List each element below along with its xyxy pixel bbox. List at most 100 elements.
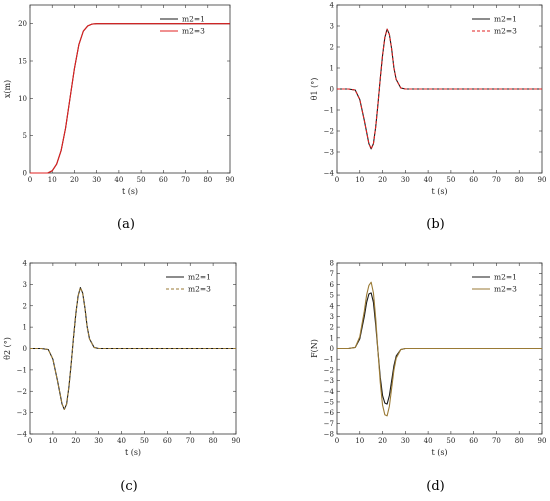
panel-label: (d) — [426, 479, 444, 494]
x-tick-label: 70 — [492, 176, 501, 184]
y-tick-label: 6 — [330, 281, 335, 289]
chart-panel-3: 0 10 20 30 40 50 60 70 80 90 −4 −3 −2 −1 0 1 2 3 4 t (s) θ2 … — [3, 260, 240, 495]
series-line-2 — [30, 23, 230, 174]
y-tick-label: 4 — [330, 302, 335, 310]
x-tick-label: 20 — [378, 176, 387, 184]
series-line-2 — [337, 281, 542, 417]
x-tick-label: 90 — [538, 176, 547, 184]
y-tick-label: −4 — [17, 431, 28, 439]
legend-label-1: m2=1 — [188, 273, 211, 282]
x-tick-label: 40 — [114, 176, 123, 184]
series-line-1 — [30, 23, 230, 174]
x-axis-label: t (s) — [431, 448, 447, 457]
x-tick-label: 60 — [469, 437, 478, 445]
panel-label: (a) — [117, 217, 135, 232]
chart-panel-1: 0 10 20 30 40 50 60 70 80 90 0 5 10 15 20 t (s) x(m) m2=1… — [3, 4, 235, 232]
x-tick-label: 30 — [401, 176, 410, 184]
y-tick-label: −3 — [324, 377, 334, 385]
panel-label: (b) — [426, 217, 444, 232]
y-tick-label: −2 — [17, 388, 27, 396]
x-tick-label: 40 — [424, 176, 433, 184]
legend-label-1: m2=1 — [182, 15, 205, 24]
x-tick-label: 70 — [186, 437, 195, 445]
y-tick-label: 2 — [330, 324, 334, 332]
y-tick-label: 5 — [330, 292, 334, 300]
y-tick-label: 20 — [18, 20, 27, 28]
y-tick-label: −5 — [324, 398, 334, 406]
y-tick-label: 15 — [18, 58, 27, 66]
x-tick-label: 50 — [140, 437, 149, 445]
x-tick-label: 40 — [424, 437, 433, 445]
x-tick-label: 50 — [446, 437, 455, 445]
y-axis-label: θ2 (°) — [3, 337, 12, 360]
x-tick-label: 0 — [28, 176, 32, 184]
x-axis-label: t (s) — [125, 448, 141, 457]
chart-panel-2: 0 10 20 30 40 50 60 70 80 90 −4 −3 −2 −1 0 1 2 3 4 t (s) θ1 … — [310, 2, 546, 233]
y-axis-label: θ1 (°) — [310, 78, 319, 101]
y-tick-label: −6 — [324, 409, 335, 417]
series-line-2 — [30, 287, 236, 410]
y-tick-label: 4 — [23, 260, 28, 268]
y-tick-label: 0 — [23, 345, 27, 353]
plot-frame — [29, 4, 231, 174]
y-tick-label: −4 — [324, 388, 335, 396]
y-tick-label: 5 — [23, 132, 27, 140]
x-tick-label: 10 — [48, 437, 57, 445]
legend-label-2: m2=3 — [494, 285, 517, 294]
x-tick-label: 80 — [209, 437, 218, 445]
y-tick-label: 1 — [23, 324, 27, 332]
x-tick-label: 30 — [94, 437, 103, 445]
y-axis-label: F(N) — [310, 339, 319, 358]
x-tick-label: 90 — [226, 176, 235, 184]
x-tick-label: 90 — [232, 437, 241, 445]
x-tick-label: 80 — [515, 437, 524, 445]
y-tick-label: 1 — [330, 334, 334, 342]
y-tick-label: 3 — [330, 23, 334, 31]
y-tick-label: −2 — [324, 366, 334, 374]
x-tick-label: 20 — [378, 437, 387, 445]
x-tick-label: 60 — [469, 176, 478, 184]
legend-label-2: m2=3 — [182, 27, 205, 36]
y-tick-label: −7 — [324, 420, 334, 428]
x-tick-label: 50 — [446, 176, 455, 184]
y-tick-label: 1 — [330, 65, 334, 73]
y-tick-label: −3 — [324, 149, 334, 157]
x-tick-label: 80 — [515, 176, 524, 184]
x-tick-label: 30 — [401, 437, 410, 445]
legend-label-2: m2=3 — [494, 27, 517, 36]
x-axis-label: t (s) — [431, 187, 447, 196]
x-tick-label: 90 — [538, 437, 547, 445]
y-tick-label: −8 — [324, 431, 334, 439]
x-tick-label: 40 — [117, 437, 126, 445]
x-tick-label: 0 — [335, 437, 339, 445]
series-line-2 — [337, 28, 542, 150]
panel-label: (c) — [120, 479, 137, 494]
x-tick-label: 20 — [71, 437, 80, 445]
y-tick-label: −1 — [324, 107, 334, 115]
x-axis-label: t (s) — [122, 187, 138, 196]
legend-label-1: m2=1 — [494, 15, 517, 24]
legend-label-2: m2=3 — [188, 285, 211, 294]
x-tick-label: 70 — [492, 437, 501, 445]
y-tick-label: 4 — [330, 2, 335, 10]
y-tick-label: −1 — [324, 356, 334, 364]
y-tick-label: 0 — [330, 86, 334, 94]
y-tick-label: −2 — [324, 128, 334, 136]
y-axis-label: x(m) — [3, 80, 12, 98]
x-tick-label: 30 — [92, 176, 101, 184]
x-tick-label: 60 — [163, 437, 172, 445]
y-tick-label: 2 — [330, 44, 334, 52]
y-tick-label: 0 — [23, 170, 27, 178]
chart-panel-4: 0 10 20 30 40 50 60 70 80 90 −8 −7 −6 −5 −4 −3 −2 −1 0 1 2 3 4… — [310, 260, 546, 495]
y-tick-label: −1 — [17, 366, 27, 374]
y-tick-label: 3 — [23, 281, 27, 289]
y-tick-label: 2 — [23, 302, 27, 310]
x-tick-label: 0 — [28, 437, 32, 445]
x-tick-label: 60 — [159, 176, 168, 184]
x-tick-label: 10 — [355, 176, 364, 184]
x-tick-label: 50 — [137, 176, 146, 184]
y-tick-label: 8 — [330, 260, 334, 268]
y-tick-label: 7 — [330, 270, 334, 278]
x-tick-label: 70 — [181, 176, 190, 184]
